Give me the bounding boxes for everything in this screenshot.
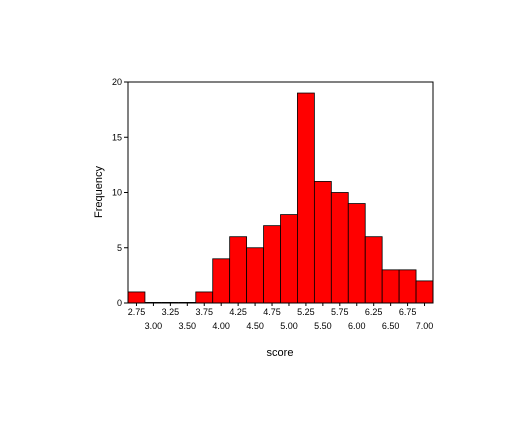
histogram-bar	[263, 225, 281, 304]
histogram-bar	[398, 269, 417, 304]
y-axis-ticks: 0 5 10 15 20	[112, 77, 128, 308]
x-tick-label: 3.50	[179, 321, 197, 331]
y-tick-label: 20	[112, 77, 122, 87]
x-tick-label: 7.00	[416, 321, 434, 331]
y-tick-label: 10	[112, 188, 122, 198]
histogram-bar	[330, 192, 349, 304]
histogram-bar	[347, 203, 366, 304]
x-tick-label: 5.50	[314, 321, 332, 331]
histogram-bar	[212, 258, 231, 304]
histogram-bar	[381, 269, 400, 304]
x-tick-label: 6.50	[382, 321, 400, 331]
x-tick-label: 2.75	[128, 307, 146, 317]
x-tick-label: 4.75	[263, 307, 281, 317]
histogram-bar	[364, 236, 383, 304]
x-tick-label: 5.75	[331, 307, 349, 317]
y-tick-label: 5	[117, 243, 122, 253]
x-tick-label: 4.50	[246, 321, 264, 331]
y-axis-title: Frequency	[93, 166, 105, 218]
x-tick-label: 4.25	[229, 307, 247, 317]
x-tick-label: 5.25	[297, 307, 315, 317]
bars-group	[127, 92, 434, 304]
histogram-bar	[313, 181, 332, 304]
x-tick-label: 3.00	[145, 321, 163, 331]
x-tick-label: 3.25	[162, 307, 180, 317]
x-tick-label: 6.25	[365, 307, 383, 317]
x-tick-label: 6.00	[348, 321, 366, 331]
y-tick-label: 15	[112, 132, 122, 142]
x-tick-label: 6.75	[399, 307, 417, 317]
histogram-bar	[280, 214, 298, 304]
x-axis-title: score	[267, 347, 294, 359]
y-tick-label: 0	[117, 298, 122, 308]
histogram-bar	[415, 280, 434, 304]
x-tick-label: 4.00	[212, 321, 230, 331]
x-axis-ticks: 2.75 3.25 3.75 4.25 4.75 5.25 5.75 6.25 6.75 3.00…	[128, 303, 434, 331]
histogram-bar	[127, 291, 146, 304]
x-tick-label: 3.75	[195, 307, 213, 317]
x-tick-label: 5.00	[280, 321, 298, 331]
histogram-bar	[246, 247, 264, 304]
histogram-bar	[297, 92, 315, 304]
histogram-bar	[229, 236, 248, 304]
histogram-bar	[195, 291, 214, 304]
